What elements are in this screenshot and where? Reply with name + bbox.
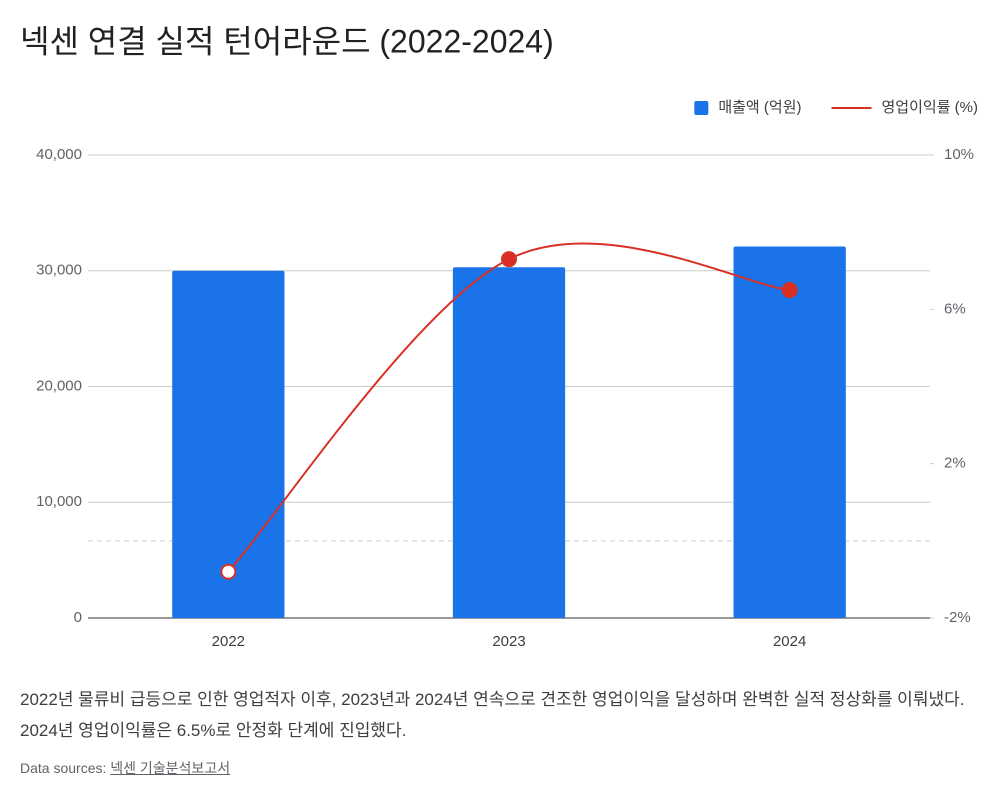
y-tick-label: 40,000 — [36, 146, 82, 163]
legend-label: 매출액 (억원) — [718, 99, 801, 116]
legend-swatch — [694, 101, 709, 115]
y2-tick-label: 2% — [944, 455, 966, 472]
chart: 넥센 연결 실적 턴어라운드 (2022-2024) 0 10,000 20,000… — [20, 23, 979, 650]
line — [227, 242, 790, 573]
bar — [452, 267, 566, 618]
chart-title: 넥센 연결 실적 턴어라운드 (2022-2024) — [20, 23, 554, 59]
point — [220, 563, 237, 580]
x-tick-label: 2023 — [492, 633, 525, 650]
y-tick-label: 10,000 — [36, 493, 82, 510]
point — [781, 282, 798, 299]
source-prefix: Data sources: — [20, 760, 107, 776]
x-tick-label: 2022 — [212, 633, 245, 650]
bar — [172, 270, 285, 618]
caption: 2022년 물류비 급등으로 인한 영업적자 이후, 2023년과 2024년 … — [20, 690, 965, 740]
bar — [733, 246, 846, 618]
y2-tick-label: 6% — [944, 300, 966, 317]
y-tick-label: 20,000 — [36, 377, 82, 394]
y-tick-label: 0 — [74, 609, 82, 626]
source-link[interactable]: 넥센 기술분석보고서 — [110, 760, 231, 776]
point — [501, 251, 517, 268]
x-tick-label: 2024 — [773, 633, 806, 650]
y-tick-label: 30,000 — [36, 262, 82, 279]
legend-label: 영업이익률 (%) — [882, 99, 979, 116]
y2-tick-label: 10% — [944, 146, 974, 163]
y2-tick-label: -2% — [944, 609, 971, 626]
source: Data sources: 넥센 기술분석보고서 — [20, 758, 230, 778]
